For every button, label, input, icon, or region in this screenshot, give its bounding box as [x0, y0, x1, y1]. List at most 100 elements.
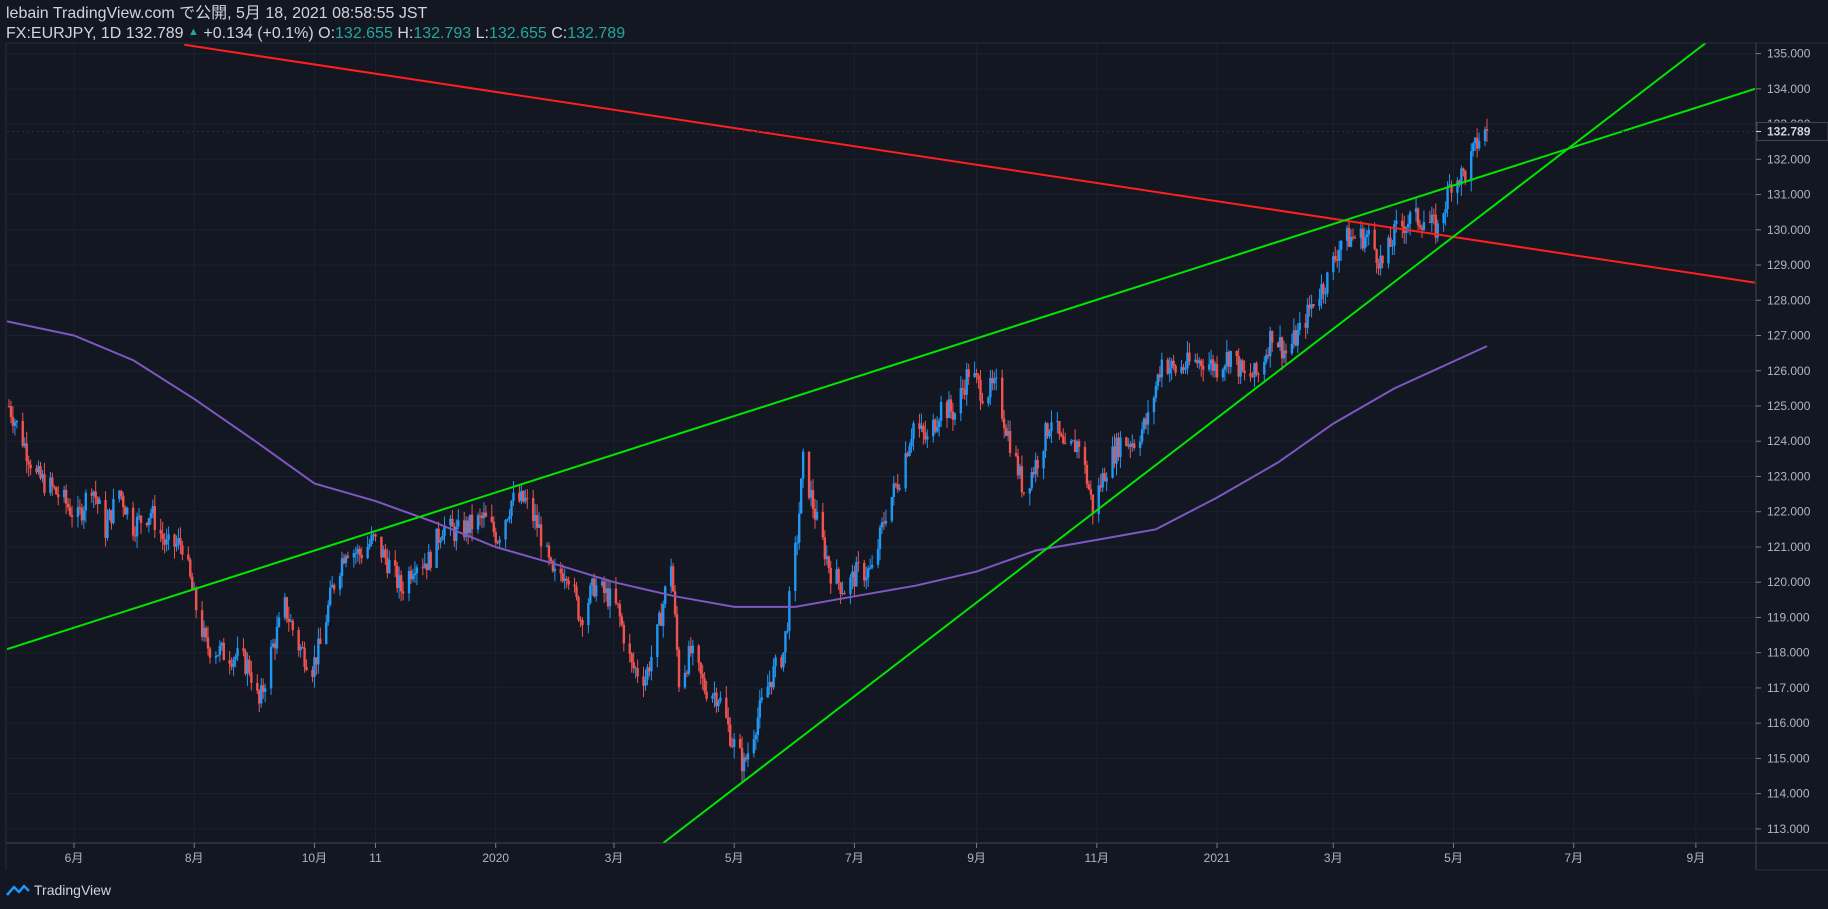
candle-body [1050, 422, 1053, 432]
candle-body [297, 629, 300, 651]
candle-body [165, 539, 168, 545]
x-tick-label: 5月 [1444, 851, 1463, 865]
candle-body [1158, 374, 1162, 378]
candle-body [1111, 446, 1114, 478]
candle-body [577, 596, 580, 620]
candle-body [987, 397, 990, 404]
candle-body [798, 513, 801, 543]
candle-body [49, 477, 52, 493]
candle-body [187, 554, 190, 560]
candle-body [738, 739, 742, 748]
candle-body [1345, 227, 1349, 241]
candle-body [811, 489, 815, 509]
candle-body [118, 490, 121, 500]
grid [7, 43, 1755, 843]
candle-body [1087, 484, 1091, 490]
candle-body [788, 591, 791, 631]
candle-body [464, 520, 468, 537]
candle-body [1269, 330, 1272, 357]
candle-body [492, 521, 495, 533]
candle-body [167, 534, 170, 540]
candle-body [922, 425, 925, 433]
candle-body [744, 757, 748, 760]
candle-body [1028, 488, 1031, 494]
candle-body [1058, 421, 1061, 434]
candle-body [648, 667, 651, 672]
candle-body [1085, 464, 1089, 485]
candle-body [1318, 299, 1321, 306]
candle-body [466, 520, 470, 534]
candle-body [110, 510, 113, 524]
open-value: 132.655 [335, 25, 393, 42]
candle-body [39, 466, 42, 479]
candle-body [1089, 489, 1093, 495]
candle-body [699, 662, 702, 674]
candle-body [1140, 429, 1144, 442]
time-axis[interactable]: 6月 8月 10月 11 2020 3月 5月 7月 9月 11月 2021 3月 5月 7月 9月 [65, 843, 1706, 865]
candle-body [1298, 322, 1301, 331]
candle-body [947, 399, 951, 419]
candle-body [380, 536, 383, 558]
candle-body [951, 411, 955, 420]
candle-body [910, 438, 913, 447]
candle-body [675, 614, 679, 650]
candle-body [933, 419, 937, 432]
candle-body [547, 545, 551, 558]
candle-body [443, 525, 446, 536]
candle-body [945, 401, 949, 419]
candle-body [1265, 354, 1268, 362]
candle-body [589, 585, 592, 603]
candle-body [904, 453, 907, 489]
candle-body [291, 620, 294, 630]
candle-body [567, 580, 570, 585]
candle-body [244, 651, 247, 674]
price-axis[interactable]: 113.000 114.000 115.000 116.000 117.000 118.0… [1756, 47, 1811, 836]
candle-body [906, 453, 909, 456]
candle-body [1393, 223, 1396, 246]
candle-body [311, 669, 314, 677]
candle-body [1000, 377, 1004, 419]
y-tick-label: 134.000 [1767, 82, 1811, 96]
x-tick-label: 11月 [1085, 851, 1109, 865]
candle-body [366, 546, 369, 559]
candle-body [303, 647, 306, 668]
candle-body [1144, 418, 1148, 425]
candle-body [646, 667, 649, 680]
candle-body [413, 573, 417, 576]
candle-body [1284, 350, 1288, 354]
candle-body [1470, 151, 1473, 182]
y-tick-label: 116.000 [1767, 716, 1810, 730]
candle-body [520, 491, 523, 502]
candle-body [926, 436, 929, 440]
candle-body [1062, 436, 1065, 444]
candle-body [1014, 453, 1018, 456]
candle-body [451, 518, 454, 527]
candle-body [250, 672, 253, 683]
candle-body [1131, 443, 1134, 447]
candle-body [216, 655, 220, 657]
candle-body [1375, 249, 1378, 264]
candle-body [256, 682, 259, 691]
candle-body [122, 495, 125, 508]
candle-body [360, 554, 363, 559]
candle-body [147, 518, 151, 526]
x-tick-label: 9月 [1687, 851, 1706, 865]
candle-body [656, 624, 659, 657]
candle-body [1401, 220, 1404, 227]
candle-body [1069, 441, 1073, 444]
candle-body [1257, 373, 1260, 375]
candle-body [277, 617, 281, 627]
candle-body [1255, 363, 1258, 374]
candle-body [191, 576, 194, 590]
candle-body [878, 527, 882, 549]
candle-body [340, 558, 344, 577]
candle-body [857, 562, 860, 564]
candle-body [559, 568, 562, 574]
x-tick-label: 7月 [845, 851, 864, 865]
candle-body [863, 562, 866, 581]
candle-body [1022, 492, 1026, 494]
candle-body [468, 514, 472, 534]
candle-body [13, 422, 17, 426]
candle-body [504, 520, 507, 540]
